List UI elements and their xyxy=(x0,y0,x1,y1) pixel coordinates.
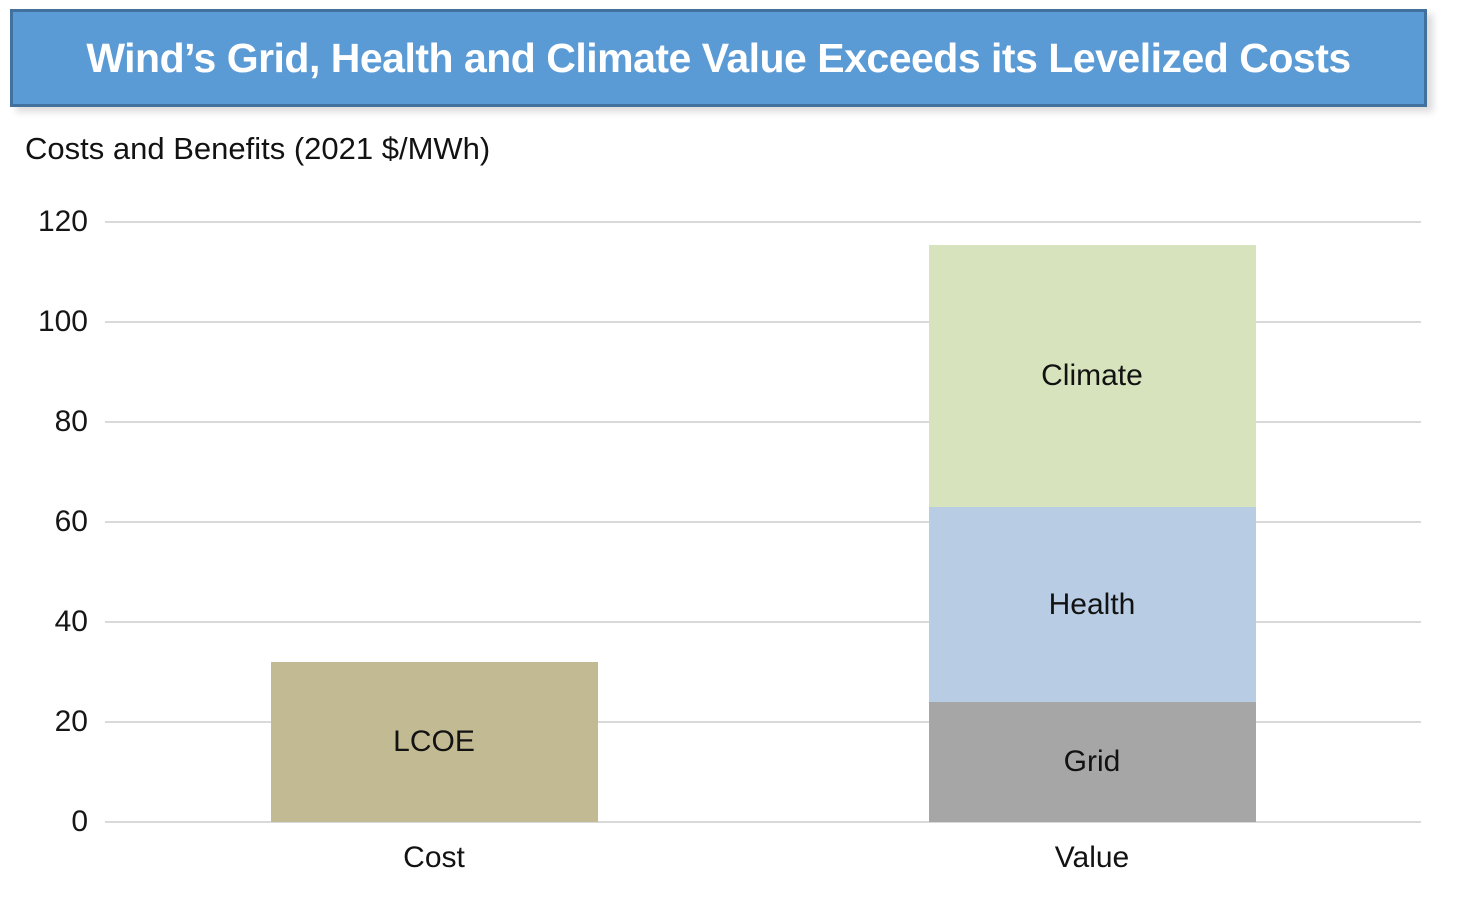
bar-segment-label-climate: Climate xyxy=(1041,358,1143,392)
gridline-y-120 xyxy=(105,221,1421,223)
gridline-y-80 xyxy=(105,421,1421,423)
gridline-y-60 xyxy=(105,521,1421,523)
gridline-y-40 xyxy=(105,621,1421,623)
y-tick-label-0: 0 xyxy=(71,805,88,838)
bar-segment-label-health: Health xyxy=(1048,587,1136,621)
y-tick-label-60: 60 xyxy=(54,505,88,538)
bar-segment-grid: Grid xyxy=(928,702,1256,822)
y-tick-label-80: 80 xyxy=(54,405,88,438)
y-axis-units-label: Costs and Benefits (2021 $/MWh) xyxy=(25,131,491,166)
chart-title: Wind’s Grid, Health and Climate Value Ex… xyxy=(86,34,1351,81)
bar-segment-label-grid: Grid xyxy=(1063,745,1121,778)
y-tick-label-100: 100 xyxy=(37,305,88,338)
bar-segment-climate: Climate xyxy=(928,244,1256,507)
bar-segment-label-lcoe: LCOE xyxy=(393,725,475,758)
y-tick-label-120: 120 xyxy=(37,205,88,238)
x-tick-label-value: Value xyxy=(1054,841,1130,874)
gridline-y-100 xyxy=(105,321,1421,323)
y-tick-label-40: 40 xyxy=(54,605,88,638)
bar-segment-lcoe: LCOE xyxy=(270,662,598,822)
x-tick-label-cost: Cost xyxy=(403,841,465,874)
gridline-y-0 xyxy=(105,821,1421,823)
bar-segment-health: Health xyxy=(928,507,1256,702)
y-tick-label-20: 20 xyxy=(54,705,88,738)
title-banner: Wind’s Grid, Health and Climate Value Ex… xyxy=(10,9,1427,107)
gridline-y-20 xyxy=(105,721,1421,723)
